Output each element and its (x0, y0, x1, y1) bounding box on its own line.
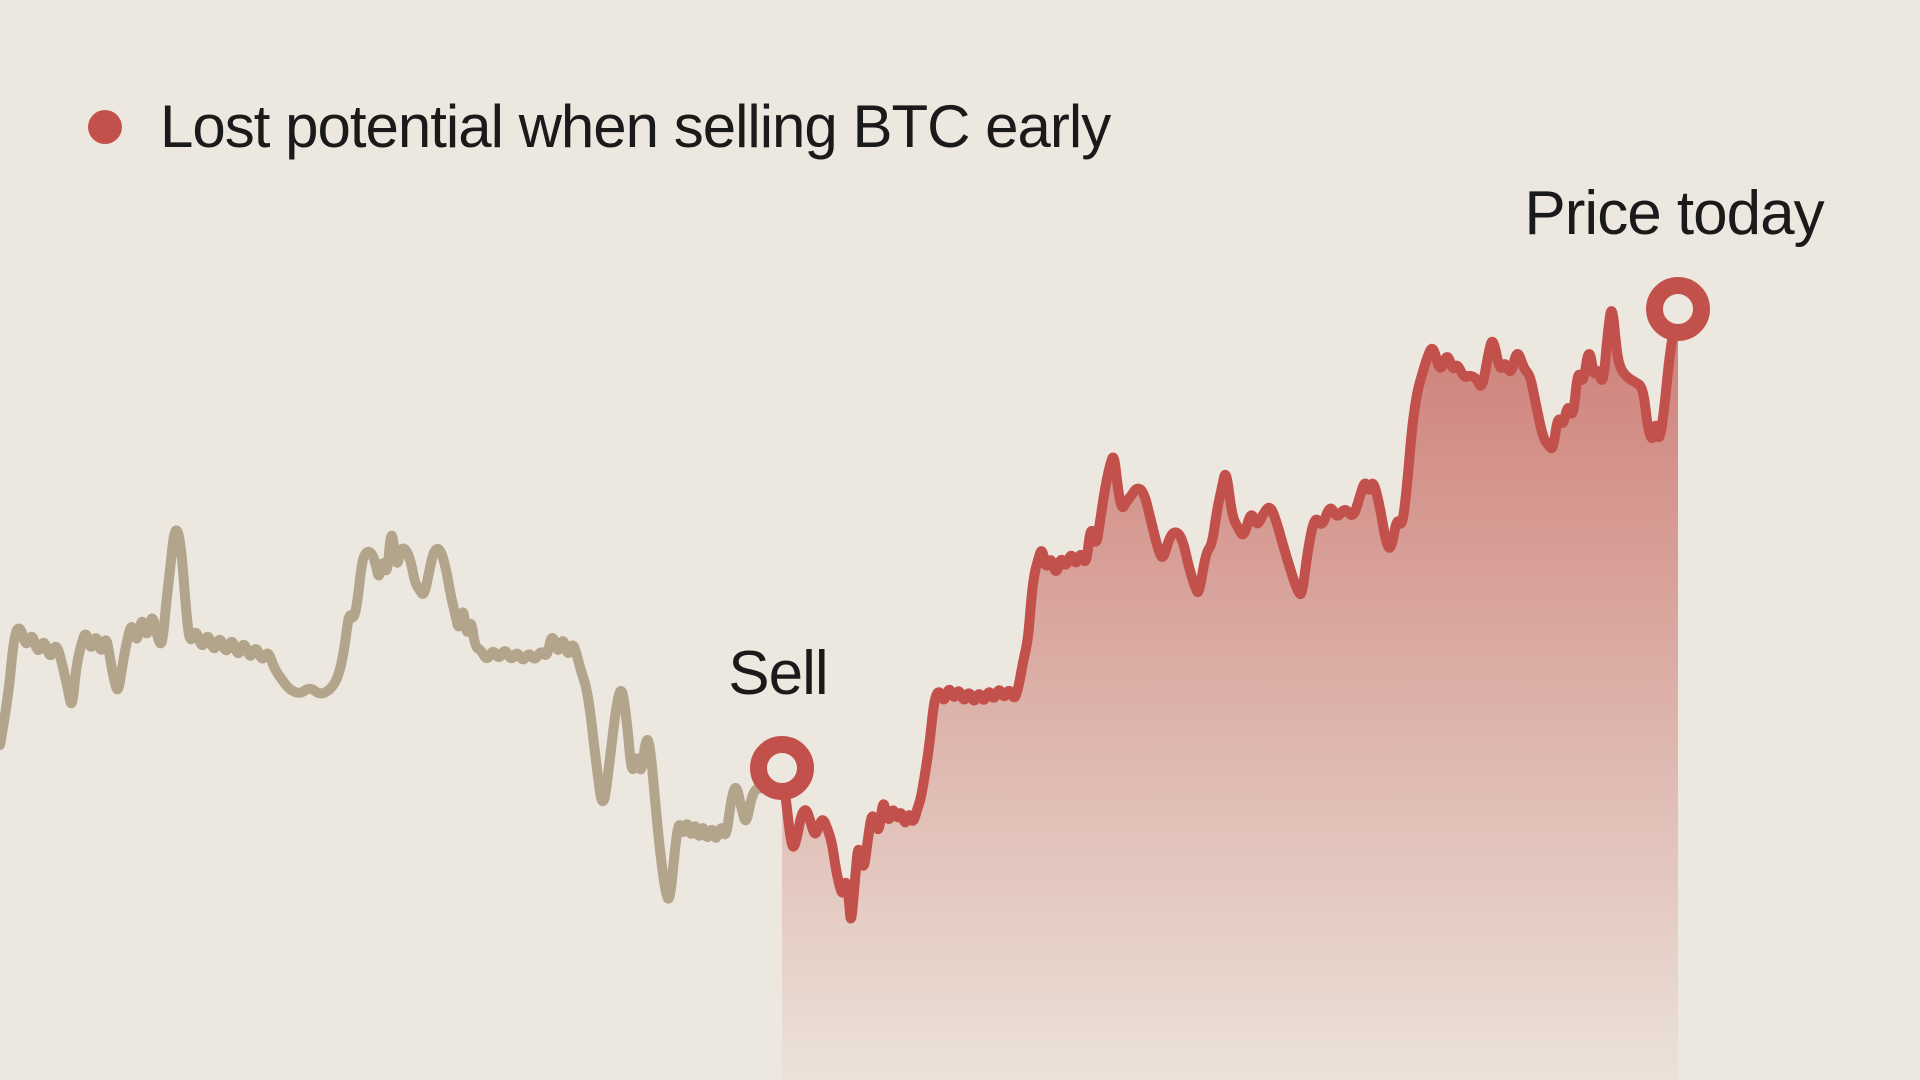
btc-price-after-sell-line (777, 305, 1683, 924)
chart-title: Lost potential when selling BTC early (160, 93, 1111, 160)
legend: Lost potential when selling BTC early (88, 93, 1111, 160)
legend-dot-icon (88, 110, 122, 144)
sell-annotation-label: Sell (728, 639, 828, 708)
price-today-marker-icon (1646, 277, 1710, 341)
sell-marker-icon (750, 736, 814, 800)
price-today-annotation-label: Price today (1524, 179, 1824, 248)
btc-price-after-sell-area (782, 310, 1678, 1080)
btc-price-before-sell-line (0, 525, 787, 904)
